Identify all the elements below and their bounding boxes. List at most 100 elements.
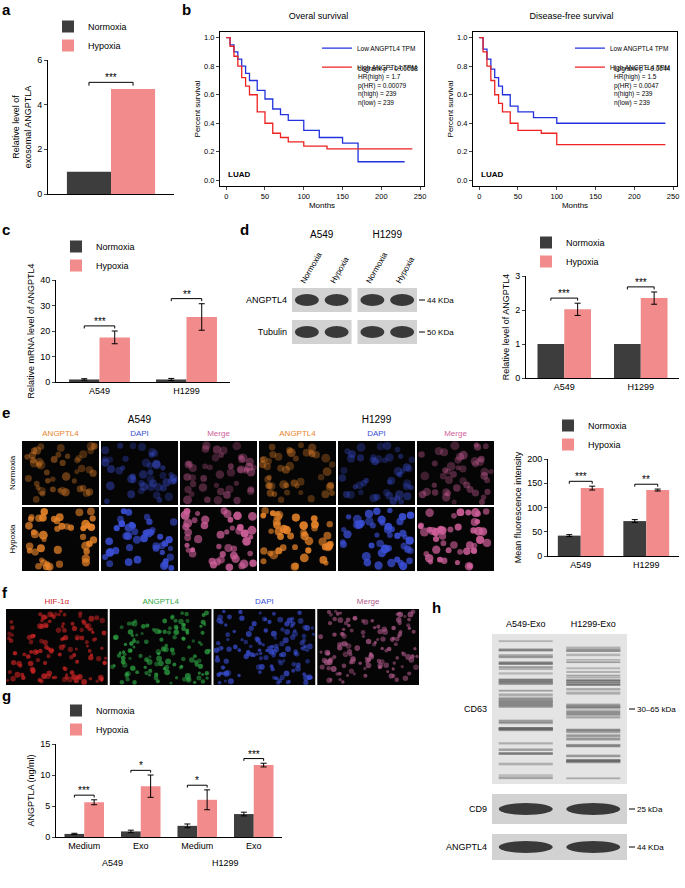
svg-text:Hypoxia: Hypoxia <box>329 255 352 285</box>
svg-text:Normoxia: Normoxia <box>299 250 324 285</box>
svg-text:44 KDa: 44 KDa <box>427 296 454 305</box>
svg-text:A549: A549 <box>554 382 575 392</box>
svg-text:H1299: H1299 <box>173 386 200 396</box>
svg-text:2: 2 <box>37 144 42 154</box>
svg-text:50: 50 <box>261 192 269 201</box>
svg-text:Normoxia: Normoxia <box>96 706 135 716</box>
svg-text:15: 15 <box>40 739 50 749</box>
svg-text:Logrank p = 0.00068HR(high) =: Logrank p = 0.00068HR(high) = 1.7p(HR) =… <box>358 65 418 107</box>
svg-text:Low ANGPTL4 TPM: Low ANGPTL4 TPM <box>357 45 415 52</box>
svg-text:*: * <box>195 775 199 786</box>
svg-text:200: 200 <box>375 192 388 201</box>
svg-text:Tubulin: Tubulin <box>258 327 287 337</box>
svg-text:Months: Months <box>562 201 588 210</box>
svg-text:Normoxia: Normoxia <box>588 421 627 431</box>
svg-text:0.0: 0.0 <box>457 176 467 185</box>
svg-text:ANGPTL4: ANGPTL4 <box>42 429 79 438</box>
svg-text:HIF-1α: HIF-1α <box>45 597 70 606</box>
svg-text:0.2: 0.2 <box>457 147 467 156</box>
svg-text:100: 100 <box>551 192 564 201</box>
svg-text:30–65 kDa: 30–65 kDa <box>637 705 676 714</box>
svg-text:0: 0 <box>477 192 481 201</box>
svg-text:**: ** <box>642 474 650 485</box>
svg-text:44 KDa: 44 KDa <box>637 843 664 852</box>
svg-text:3: 3 <box>515 271 520 281</box>
svg-text:Normoxia: Normoxia <box>96 242 135 252</box>
svg-text:Normoxia: Normoxia <box>88 22 127 32</box>
svg-text:Normoxia: Normoxia <box>8 455 17 490</box>
svg-text:**: ** <box>183 289 191 300</box>
svg-text:Merge: Merge <box>444 429 467 438</box>
svg-text:50: 50 <box>532 527 542 537</box>
svg-text:0.4: 0.4 <box>457 119 467 128</box>
svg-text:200: 200 <box>527 454 542 464</box>
svg-text:20: 20 <box>40 326 50 336</box>
svg-text:e: e <box>2 404 10 421</box>
svg-text:DAPI: DAPI <box>255 597 274 606</box>
svg-text:0.6: 0.6 <box>457 90 467 99</box>
svg-text:Merge: Merge <box>357 597 380 606</box>
svg-text:LUAD: LUAD <box>481 170 503 179</box>
svg-text:A549: A549 <box>89 386 110 396</box>
svg-text:0: 0 <box>537 551 542 561</box>
svg-text:Normoxia: Normoxia <box>364 250 389 285</box>
svg-text:***: *** <box>105 72 117 83</box>
svg-text:Medium: Medium <box>181 841 213 851</box>
svg-text:DAPI: DAPI <box>130 429 149 438</box>
svg-text:Disease-free survival: Disease-free survival <box>530 11 614 21</box>
svg-text:50 KDa: 50 KDa <box>427 328 454 337</box>
svg-text:Hypoxia: Hypoxia <box>88 41 121 51</box>
svg-text:Relative level of ANGPTL4: Relative level of ANGPTL4 <box>501 274 511 381</box>
svg-text:250: 250 <box>414 192 427 201</box>
svg-text:d: d <box>240 221 249 238</box>
svg-text:c: c <box>2 221 10 238</box>
svg-text:DAPI: DAPI <box>367 429 386 438</box>
svg-text:Months: Months <box>309 201 335 210</box>
svg-text:150: 150 <box>527 478 542 488</box>
svg-text:***: *** <box>635 277 647 288</box>
svg-text:5: 5 <box>45 801 50 811</box>
svg-text:0.2: 0.2 <box>204 147 214 156</box>
svg-text:ANGPTL4: ANGPTL4 <box>279 429 316 438</box>
svg-text:4: 4 <box>37 100 42 110</box>
svg-text:b: b <box>182 1 191 18</box>
svg-text:h: h <box>432 599 441 616</box>
svg-text:Hypoxia: Hypoxia <box>96 725 129 735</box>
svg-text:Percent survival: Percent survival <box>446 80 455 137</box>
svg-text:H1299: H1299 <box>633 560 660 570</box>
svg-text:0: 0 <box>45 832 50 842</box>
svg-text:***: *** <box>78 785 90 796</box>
svg-text:40: 40 <box>40 275 50 285</box>
svg-text:Merge: Merge <box>207 429 230 438</box>
svg-text:150: 150 <box>336 192 349 201</box>
svg-text:a: a <box>2 1 11 18</box>
svg-text:Hypoxia: Hypoxia <box>96 261 129 271</box>
svg-text:1: 1 <box>515 339 520 349</box>
svg-text:0: 0 <box>37 189 42 199</box>
svg-text:***: *** <box>248 749 260 760</box>
svg-text:Percent survival: Percent survival <box>193 80 202 137</box>
svg-text:0.4: 0.4 <box>204 119 214 128</box>
svg-text:CD9: CD9 <box>469 804 487 814</box>
svg-text:Hypoxia: Hypoxia <box>8 524 17 553</box>
svg-text:0: 0 <box>515 373 520 383</box>
svg-text:Low ANGPTL4 TPM: Low ANGPTL4 TPM <box>610 45 668 52</box>
svg-text:H1299: H1299 <box>212 858 239 868</box>
svg-text:Hypoxia: Hypoxia <box>394 255 417 285</box>
svg-text:A549: A549 <box>310 229 334 240</box>
svg-text:0.8: 0.8 <box>457 62 467 71</box>
svg-text:Relative level ofexosomal ANGP: Relative level ofexosomal ANGPTLA <box>11 86 33 169</box>
svg-text:250: 250 <box>667 192 680 201</box>
svg-text:A549: A549 <box>128 414 152 425</box>
svg-text:A549: A549 <box>570 560 591 570</box>
svg-text:Normoxia: Normoxia <box>566 238 605 248</box>
svg-text:25 kDa: 25 kDa <box>637 805 663 814</box>
svg-text:Exo: Exo <box>133 841 149 851</box>
svg-text:f: f <box>2 584 8 601</box>
svg-text:LUAD: LUAD <box>228 170 250 179</box>
svg-text:High ANGPTL4 TPM: High ANGPTL4 TPM <box>357 64 417 72</box>
svg-text:0.0: 0.0 <box>204 176 214 185</box>
svg-text:Hypoxia: Hypoxia <box>588 440 621 450</box>
svg-text:H1299: H1299 <box>362 414 392 425</box>
svg-text:g: g <box>2 687 11 704</box>
